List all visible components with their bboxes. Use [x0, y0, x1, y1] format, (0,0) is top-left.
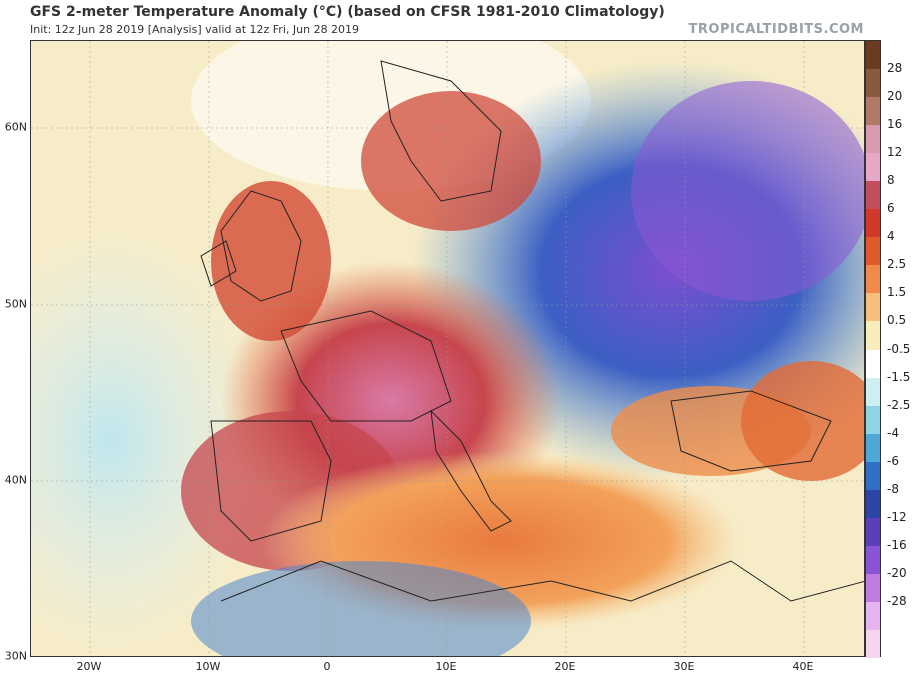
colorbar-label: -6: [887, 453, 899, 468]
colorbar-label: -8: [887, 481, 899, 496]
colorbar-label: -0.5: [887, 341, 911, 356]
latitude-label: 40N: [4, 473, 27, 487]
colorbar-label: -16: [887, 537, 907, 552]
colorbar-segment: [866, 321, 880, 350]
longitude-label: 20E: [554, 660, 576, 673]
colorbar-segment: [866, 181, 880, 210]
colorbar-label: -2.5: [887, 397, 911, 412]
colorbar-label: -20: [887, 565, 907, 580]
colorbar-segment: [866, 209, 880, 238]
colorbar-label: 8: [887, 173, 895, 188]
colorbar-label: 20: [887, 89, 903, 104]
brand-watermark: TROPICALTIDBITS.COM: [688, 22, 864, 37]
colorbar-segment: [866, 69, 880, 98]
colorbar-label: -12: [887, 509, 907, 524]
colorbar-segment: [866, 97, 880, 126]
map-title: GFS 2-meter Temperature Anomaly (°C) (ba…: [30, 4, 665, 20]
colorbar-label: 0.5: [887, 313, 907, 328]
colorbar-segment: [866, 601, 880, 631]
colorbar-segment: [866, 461, 880, 491]
colorbar-segment: [866, 629, 880, 659]
colorbar-segment: [866, 545, 880, 575]
colorbar-segment: [866, 237, 880, 266]
longitude-label: 0: [323, 660, 331, 673]
colorbar-segment: [866, 377, 880, 407]
longitude-label: 10W: [195, 660, 221, 673]
colorbar-segment: [866, 125, 880, 154]
longitude-label: 20W: [76, 660, 102, 673]
colorbar-label: 16: [887, 117, 903, 132]
colorbar-segment: [866, 265, 880, 294]
colorbar-label: -28: [887, 593, 907, 608]
colorbar-segment: [866, 41, 880, 70]
map-subtitle: Init: 12z Jun 28 2019 [Analysis] valid a…: [30, 23, 360, 36]
colorbar-segment: [866, 489, 880, 519]
latitude-label: 50N: [4, 297, 27, 311]
latitude-label: 30N: [4, 649, 27, 663]
colorbar-label: 4: [887, 229, 895, 244]
colorbar-label: 6: [887, 201, 895, 216]
colorbar-label: 28: [887, 61, 903, 76]
colorbar-label: -4: [887, 425, 899, 440]
colorbar-label: -1.5: [887, 369, 911, 384]
colorbar-segment: [866, 293, 880, 322]
colorbar-segment: [866, 573, 880, 603]
colorbar-label: 2.5: [887, 257, 907, 272]
latitude-label: 60N: [4, 120, 27, 134]
map-canvas: [31, 41, 864, 656]
colorbar-segment: [866, 349, 880, 379]
longitude-label: 30E: [673, 660, 695, 673]
colorbar-label: 12: [887, 145, 903, 160]
longitude-label: 10E: [435, 660, 457, 673]
colorbar-segment: [866, 405, 880, 435]
colorbar: [865, 40, 881, 659]
colorbar-label: 1.5: [887, 285, 907, 300]
colorbar-segment: [866, 433, 880, 463]
colorbar-segment: [866, 153, 880, 182]
anomaly-map[interactable]: [30, 40, 865, 657]
longitude-label: 40E: [792, 660, 814, 673]
colorbar-segment: [866, 517, 880, 547]
